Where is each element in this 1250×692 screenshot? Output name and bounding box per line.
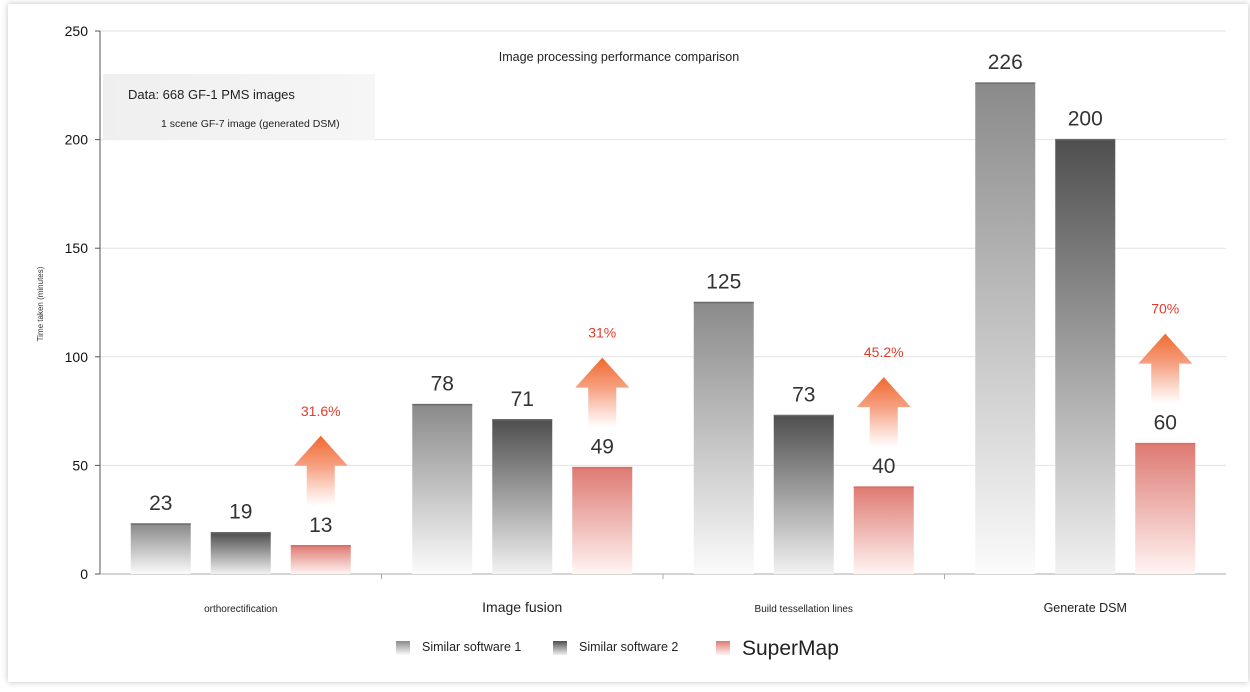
bar xyxy=(693,302,754,574)
bar xyxy=(975,83,1036,575)
bar xyxy=(210,532,271,574)
legend-swatch xyxy=(716,641,730,655)
improvement-arrows xyxy=(293,333,1193,506)
data-label: 200 xyxy=(1068,108,1103,131)
chart-title: Image processing performance comparison xyxy=(499,50,739,64)
improvement-arrow xyxy=(293,435,348,506)
data-note-line-2: 1 scene GF-7 image (generated DSM) xyxy=(161,118,340,130)
improvement-arrow xyxy=(856,377,911,448)
y-tick-label: 100 xyxy=(65,349,89,365)
bar xyxy=(1135,443,1196,574)
y-tick-label: 200 xyxy=(65,132,89,148)
improvement-label: 31.6% xyxy=(301,403,341,419)
data-label: 71 xyxy=(511,388,534,411)
y-tick-label: 50 xyxy=(72,457,88,473)
data-label: 13 xyxy=(309,514,332,537)
data-label: 73 xyxy=(792,383,815,406)
data-labels: 23 19 13 31.6% 78 71 49 31% 125 73 40 45.2% 226 200 60… xyxy=(149,51,1179,537)
axes: 0 50 100 150 200 250 orthorectification Image f… xyxy=(65,23,1226,615)
data-label: 40 xyxy=(872,455,895,478)
data-label: 49 xyxy=(591,436,614,459)
data-label: 19 xyxy=(229,501,252,524)
legend-label: Similar software 1 xyxy=(422,640,521,654)
legend: Similar software 1 Similar software 2 Supe… xyxy=(396,637,839,660)
y-axis-label: Time taken (minutes) xyxy=(36,266,45,341)
data-label: 23 xyxy=(149,492,172,515)
bar xyxy=(130,524,191,574)
legend-swatch xyxy=(553,641,567,655)
bar xyxy=(773,415,834,574)
data-label: 226 xyxy=(988,51,1023,74)
data-label: 78 xyxy=(431,373,454,396)
y-tick-label: 0 xyxy=(80,566,88,582)
bar xyxy=(412,404,473,574)
improvement-label: 31% xyxy=(588,325,616,341)
data-note-box xyxy=(103,74,375,140)
x-category-label: Image fusion xyxy=(482,599,562,615)
improvement-arrow xyxy=(1138,333,1193,404)
data-note-line-1: Data: 668 GF-1 PMS images xyxy=(128,87,295,102)
x-category-label: orthorectification xyxy=(204,604,277,615)
data-label: 125 xyxy=(706,271,741,294)
bar-chart: 0 50 100 150 200 250 orthorectification Image f… xyxy=(36,23,1226,660)
legend-label: SuperMap xyxy=(742,637,839,660)
x-category-label: Generate DSM xyxy=(1044,601,1127,615)
bar xyxy=(853,487,914,574)
bar xyxy=(290,545,351,574)
legend-label: Similar software 2 xyxy=(579,640,678,654)
bar xyxy=(572,467,633,574)
improvement-arrow xyxy=(575,357,630,428)
improvement-label: 70% xyxy=(1151,301,1179,317)
improvement-label: 45.2% xyxy=(864,344,904,360)
x-category-label: Build tessellation lines xyxy=(755,604,853,615)
bar xyxy=(1055,139,1116,574)
y-tick-label: 250 xyxy=(65,23,89,39)
chart-card: 0 50 100 150 200 250 orthorectification Image f… xyxy=(8,4,1248,682)
data-label: 60 xyxy=(1154,412,1177,435)
bars xyxy=(130,82,1196,575)
legend-swatch xyxy=(396,641,410,655)
bar xyxy=(492,419,553,574)
y-tick-label: 150 xyxy=(65,240,89,256)
